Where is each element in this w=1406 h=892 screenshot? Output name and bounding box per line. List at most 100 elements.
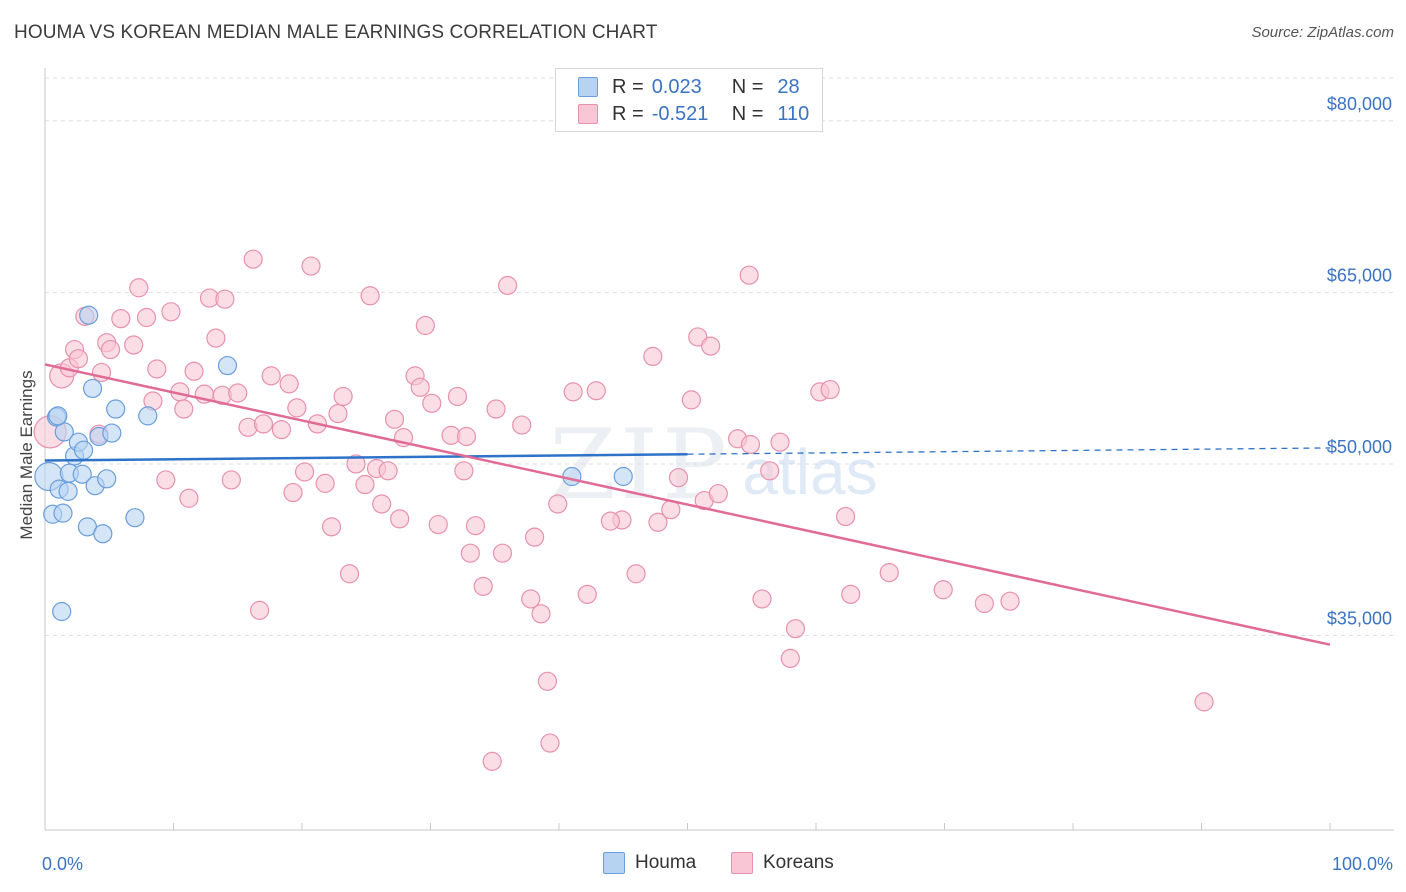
koreans-point-31 (249, 600, 270, 620)
bottom-legend-houma: Houma (603, 852, 696, 874)
legend-n-value-koreans: 110 (777, 102, 810, 125)
legend-n-label-houma: N = (731, 75, 764, 98)
koreans-point-46 (346, 454, 366, 474)
koreans-point-95 (780, 648, 800, 669)
koreans-point-69 (512, 415, 532, 435)
houma-point-14 (79, 305, 99, 325)
koreans-point-21 (184, 361, 204, 381)
koreans-point-19 (174, 399, 194, 419)
y-axis-label: Median Male Earnings (17, 370, 36, 540)
koreans-point-108 (482, 751, 502, 771)
houma-trend-line (44, 452, 688, 462)
houma-point-19 (97, 469, 117, 489)
koreans-point-66 (486, 399, 506, 419)
koreans-point-103 (1000, 591, 1020, 611)
koreans-point-78 (586, 381, 606, 401)
koreans-point-67 (492, 543, 513, 563)
koreans-point-52 (384, 409, 405, 429)
koreans-point-17 (161, 302, 181, 322)
koreans-point-42 (321, 517, 342, 537)
koreans-point-109 (456, 426, 477, 447)
trend-lines (44, 363, 1331, 646)
koreans-point-11 (124, 335, 144, 355)
koreans-point-75 (548, 494, 568, 514)
koreans-point-62 (454, 461, 474, 481)
koreans-point-30 (243, 249, 263, 269)
houma-point-4 (52, 601, 72, 622)
koreans-point-81 (643, 346, 663, 367)
koreans-point-10 (111, 309, 131, 329)
legend-r-label-houma: R = (612, 75, 644, 98)
koreans-point-43 (328, 404, 348, 424)
koreans-point-34 (271, 420, 292, 440)
koreans-point-45 (339, 564, 360, 584)
legend-n-value-houma: 28 (777, 75, 800, 98)
y-tick-label-3: $80,000 (1327, 94, 1392, 114)
koreans-point-35 (279, 374, 299, 394)
koreans-point-16 (156, 470, 176, 490)
koreans-point-15 (147, 359, 167, 379)
houma-point-18 (93, 524, 113, 544)
koreans-point-51 (378, 461, 398, 481)
koreans-point-24 (206, 328, 226, 348)
houma-point-21 (106, 399, 126, 419)
koreans-point-83 (668, 468, 689, 488)
koreans-point-50 (372, 494, 392, 514)
koreans-point-77 (577, 584, 597, 604)
bottom-legend-swatch-houma (603, 852, 625, 874)
y-tick-label-0: $35,000 (1327, 609, 1392, 629)
koreans-point-101 (933, 580, 953, 600)
koreans-point-33 (261, 366, 281, 386)
koreans-point-65 (473, 576, 493, 596)
y-tick-label-2: $65,000 (1327, 265, 1392, 285)
koreans-point-12 (129, 278, 149, 298)
koreans-point-41 (315, 473, 335, 493)
koreans-point-102 (974, 593, 994, 614)
koreans-point-39 (301, 256, 321, 276)
koreans-point-92 (760, 461, 780, 481)
houma-trend-extension (687, 447, 1331, 455)
koreans-point-71 (524, 527, 545, 547)
legend-r-value-houma: 0.023 (651, 75, 702, 98)
koreans-point-38 (294, 462, 315, 482)
koreans-points (33, 249, 1214, 771)
tick-labels: $35,000 $50,000 $65,000 $80,000 0.0% 100.0% (42, 94, 1393, 874)
koreans-point-88 (708, 484, 728, 504)
koreans-point-93 (770, 432, 790, 452)
koreans-point-36 (283, 482, 303, 503)
stats-legend: R = 0.023 N = 28 R = -0.521 N = 110 (555, 68, 823, 132)
houma-point-12 (73, 440, 94, 460)
houma-point-15 (82, 378, 103, 399)
koreans-point-87 (701, 336, 721, 356)
x-tick-label-left: 0.0% (42, 854, 83, 874)
koreans-point-64 (465, 516, 486, 536)
houma-point-5 (53, 503, 73, 523)
koreans-point-63 (460, 543, 480, 563)
koreans-point-28 (228, 383, 248, 403)
koreans-point-20 (179, 488, 199, 508)
koreans-point-57 (415, 315, 435, 336)
source-label: Source: ZipAtlas.com (1251, 24, 1394, 41)
watermark: ZIP atlas (549, 409, 877, 521)
koreans-point-59 (428, 514, 448, 535)
bottom-legend-swatch-koreans (731, 852, 753, 874)
legend-swatch-koreans (578, 104, 598, 124)
koreans-point-13 (136, 307, 157, 328)
legend-swatch-houma (578, 77, 598, 97)
koreans-point-58 (422, 393, 442, 413)
koreans-point-70 (521, 589, 541, 609)
bottom-legend-koreans: Koreans (731, 852, 834, 874)
houma-point-25 (562, 466, 582, 487)
bottom-legend-label-houma: Houma (635, 852, 697, 873)
legend-row-koreans: R = -0.521 N = 110 (578, 102, 809, 126)
koreans-point-47 (355, 474, 375, 495)
legend-r-value-koreans: -0.521 (651, 102, 709, 125)
koreans-point-27 (221, 470, 241, 490)
koreans-point-91 (752, 589, 772, 609)
koreans-point-44 (333, 386, 353, 407)
axes (44, 68, 1394, 831)
koreans-point-61 (447, 386, 468, 407)
houma-point-7 (58, 481, 78, 501)
koreans-point-104 (1194, 692, 1214, 712)
